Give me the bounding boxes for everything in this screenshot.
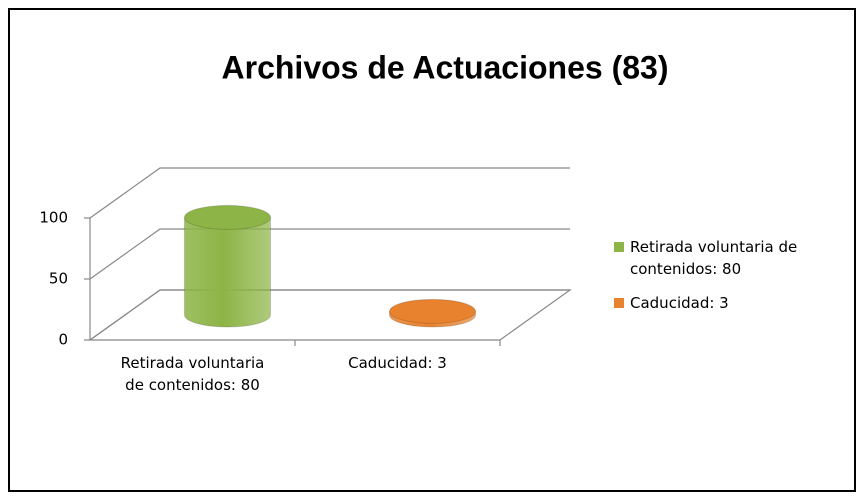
cylinder [184, 216, 271, 328]
legend-swatch [614, 242, 624, 252]
legend: Retirada voluntaria de contenidos: 80 Cad… [614, 236, 849, 326]
y-tick-label: 0 [58, 331, 68, 349]
x-tick-label: Retirada voluntaria de contenidos: 80 [120, 354, 265, 394]
legend-item: Caducidad: 3 [614, 292, 849, 314]
chart-frame [8, 8, 856, 492]
chart-title: Archivos de Actuaciones (83) [222, 49, 669, 85]
grid-line [89, 228, 570, 280]
legend-swatch [614, 298, 624, 308]
x-tick-label: Caducidad: 3 [348, 354, 447, 372]
cylinder-top [389, 298, 476, 324]
floor [88, 289, 572, 341]
y-tick-label: 50 [49, 270, 68, 288]
grid-line [89, 289, 570, 341]
cylinder-top [184, 204, 271, 230]
y-tick-label: 100 [39, 209, 68, 227]
grid-line [89, 167, 570, 219]
legend-item: Retirada voluntaria de contenidos: 80 [614, 236, 849, 280]
legend-label: Retirada voluntaria de contenidos: 80 [630, 238, 798, 278]
legend-label: Caducidad: 3 [630, 294, 729, 312]
